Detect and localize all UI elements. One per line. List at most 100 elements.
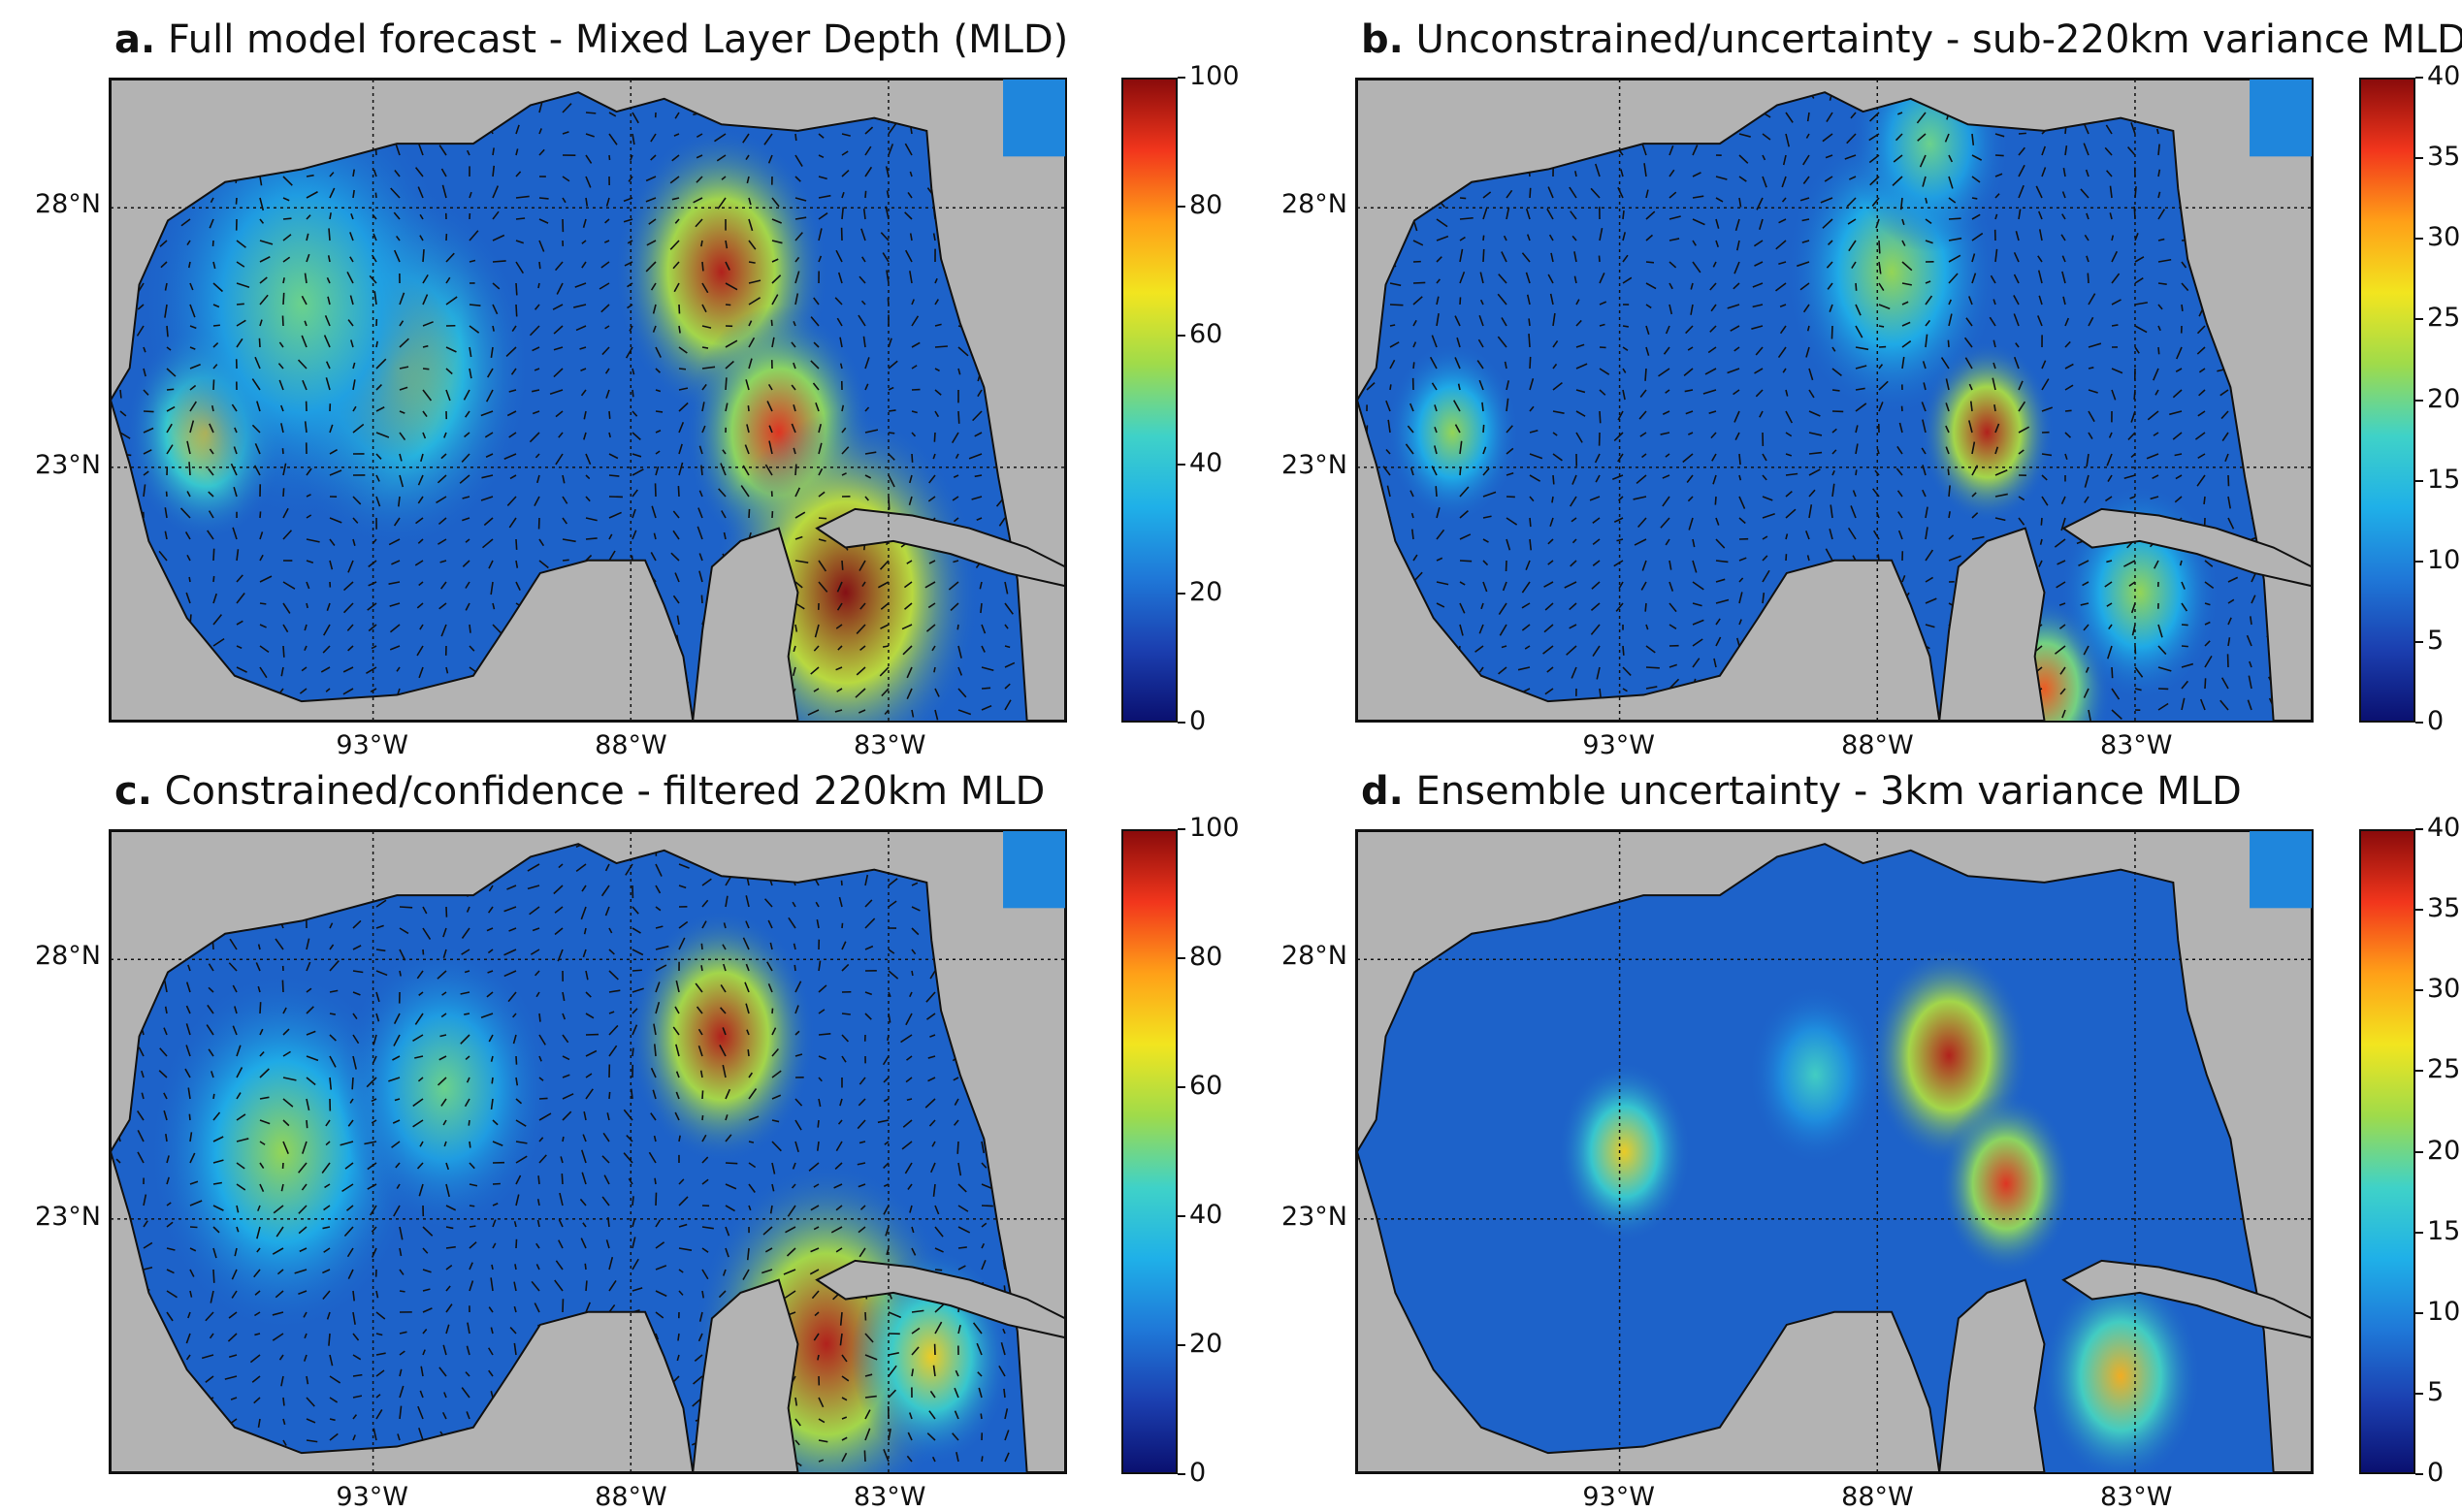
colorbar xyxy=(2359,78,2415,723)
vector-arrow xyxy=(1552,497,1553,502)
vector-arrow xyxy=(889,410,896,411)
vector-arrow xyxy=(982,1456,983,1462)
vector-arrow xyxy=(2089,368,2093,369)
vector-arrow xyxy=(1646,262,1654,263)
vector-arrow xyxy=(2019,133,2026,134)
panel-title: c. Constrained/confidence - filtered 220… xyxy=(114,769,1045,814)
vector-arrow xyxy=(1530,518,1531,527)
vector-arrow xyxy=(329,228,330,241)
vector-arrow xyxy=(400,971,401,976)
map-canvas xyxy=(1357,831,2312,1472)
vector-arrow xyxy=(982,688,990,689)
field-blob xyxy=(1558,1061,1692,1242)
colorbar-tick xyxy=(2415,722,2423,724)
colorbar-tick xyxy=(2415,1070,2423,1072)
lat-tick-label: 28°N xyxy=(14,189,101,219)
atlantic-water xyxy=(2250,80,2312,156)
vector-arrow xyxy=(2112,667,2113,678)
colorbar-tick xyxy=(2415,989,2423,991)
map-canvas xyxy=(111,80,1065,721)
vector-arrow xyxy=(515,1264,516,1270)
colorbar-tick xyxy=(2415,480,2423,482)
colorbar-tick xyxy=(2415,1473,2423,1475)
vector-arrow xyxy=(1004,1389,1005,1398)
vector-arrow xyxy=(1994,404,1995,411)
vector-arrow xyxy=(818,1120,819,1128)
vector-arrow xyxy=(678,486,679,497)
vector-arrow xyxy=(539,1098,548,1099)
vector-arrow xyxy=(562,1174,563,1184)
vector-arrow xyxy=(423,249,424,262)
colorbar-tick xyxy=(2415,157,2423,159)
colorbar-tick xyxy=(1178,593,1185,595)
vector-arrow xyxy=(632,1047,633,1056)
colorbar-tick xyxy=(2415,1393,2423,1395)
vector-arrow xyxy=(167,326,168,337)
vector-arrow xyxy=(493,326,494,332)
colorbar-tick xyxy=(1178,1344,1185,1346)
vector-arrow xyxy=(1623,326,1629,327)
vector-arrow xyxy=(655,1178,656,1184)
vector-arrow xyxy=(883,646,889,647)
vector-arrow xyxy=(702,1090,703,1099)
vector-arrow xyxy=(794,965,795,971)
vector-arrow xyxy=(516,539,517,550)
panel-title-text: Full model forecast - Mixed Layer Depth … xyxy=(155,17,1068,62)
colorbar-tick xyxy=(2415,561,2423,563)
vector-arrow xyxy=(1460,198,1466,199)
vector-arrow xyxy=(795,465,796,475)
vector-arrow xyxy=(1436,486,1437,497)
vector-arrow xyxy=(1530,188,1531,198)
vector-arrow xyxy=(912,971,913,976)
lon-tick-label: 88°W xyxy=(572,1482,689,1512)
vector-arrow xyxy=(283,218,291,219)
colorbar-tick-label: 0 xyxy=(1189,1458,1206,1488)
lon-tick-label: 93°W xyxy=(1561,730,1677,760)
colorbar-tick-label: 35 xyxy=(2427,893,2460,923)
vector-arrow xyxy=(585,1264,586,1270)
vector-arrow xyxy=(516,218,525,219)
colorbar-tick-label: 10 xyxy=(2427,545,2460,575)
vector-arrow xyxy=(1879,326,1884,327)
vector-arrow xyxy=(1413,362,1414,369)
vector-arrow xyxy=(538,1175,539,1184)
colorbar-tick xyxy=(2415,641,2423,643)
vector-arrow xyxy=(330,1013,336,1014)
vector-arrow xyxy=(702,262,703,271)
vector-arrow xyxy=(1529,334,1530,347)
vector-arrow xyxy=(213,1270,214,1283)
vector-arrow xyxy=(1739,454,1740,465)
colorbar-tick-label: 40 xyxy=(2427,813,2460,843)
vector-arrow xyxy=(679,326,680,334)
vector-arrow xyxy=(400,1291,405,1292)
vector-arrow xyxy=(748,405,749,411)
colorbar-tick-label: 10 xyxy=(2427,1297,2460,1327)
colorbar-tick-label: 0 xyxy=(2427,1458,2444,1488)
vector-arrow xyxy=(1949,218,1961,219)
colorbar-tick-label: 30 xyxy=(2427,222,2460,252)
vector-arrow xyxy=(493,261,506,262)
colorbar-tick xyxy=(2415,238,2423,240)
colorbar-tick xyxy=(2415,77,2423,79)
panel-title: d. Ensemble uncertainty - 3km variance M… xyxy=(1361,769,2242,814)
vector-arrow xyxy=(330,212,331,219)
vector-arrow xyxy=(2182,305,2183,311)
lat-tick-label: 23°N xyxy=(14,1202,101,1232)
vector-arrow xyxy=(2041,518,2042,526)
vector-arrow xyxy=(236,198,237,205)
vector-arrow xyxy=(726,1163,737,1164)
panel-title: b. Unconstrained/uncertainty - sub-220km… xyxy=(1361,17,2462,62)
vector-arrow xyxy=(1949,485,1950,497)
vector-arrow xyxy=(1460,467,1461,475)
vector-arrow xyxy=(981,603,982,613)
vector-arrow xyxy=(400,907,412,908)
colorbar-tick-label: 5 xyxy=(2427,1377,2444,1407)
vector-arrow xyxy=(1879,241,1880,253)
vector-arrow xyxy=(772,1009,773,1013)
vector-arrow xyxy=(1460,561,1472,562)
vector-arrow xyxy=(912,454,913,463)
colorbar-tick-label: 100 xyxy=(1189,813,1240,843)
vector-arrow xyxy=(702,1115,703,1120)
vector-arrow xyxy=(1530,357,1531,369)
lon-tick-label: 93°W xyxy=(314,730,431,760)
